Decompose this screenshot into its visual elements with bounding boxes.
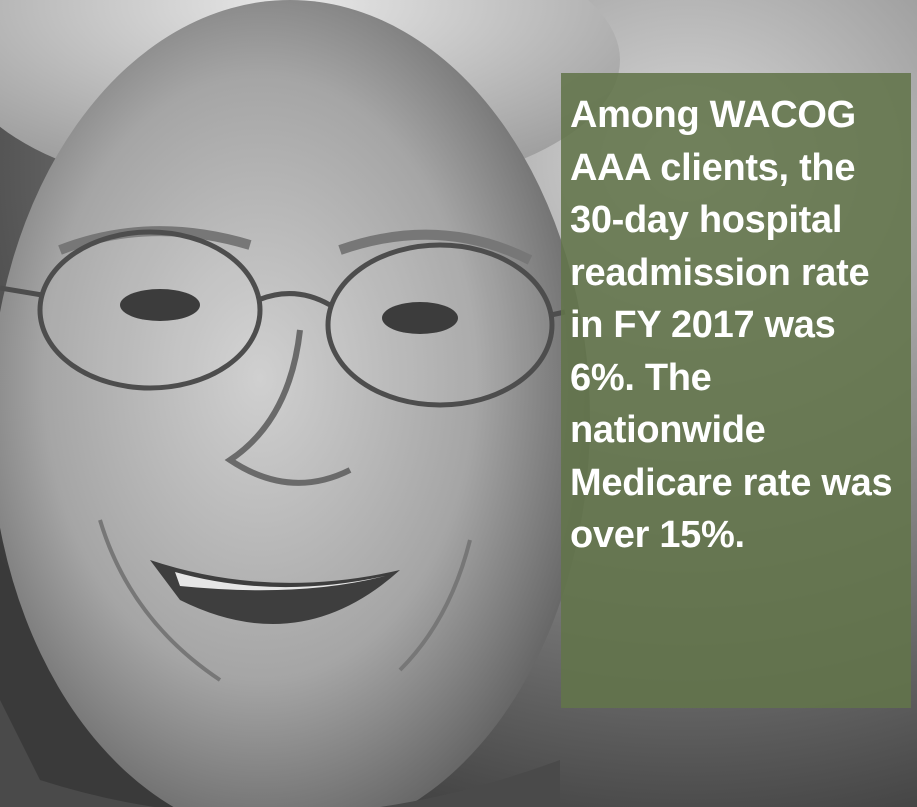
page: Among WACOG AAA clients, the 30-day hosp… <box>0 0 917 807</box>
caption-box: Among WACOG AAA clients, the 30-day hosp… <box>561 73 911 708</box>
caption: Among WACOG AAA clients, the 30-day hosp… <box>570 89 905 562</box>
